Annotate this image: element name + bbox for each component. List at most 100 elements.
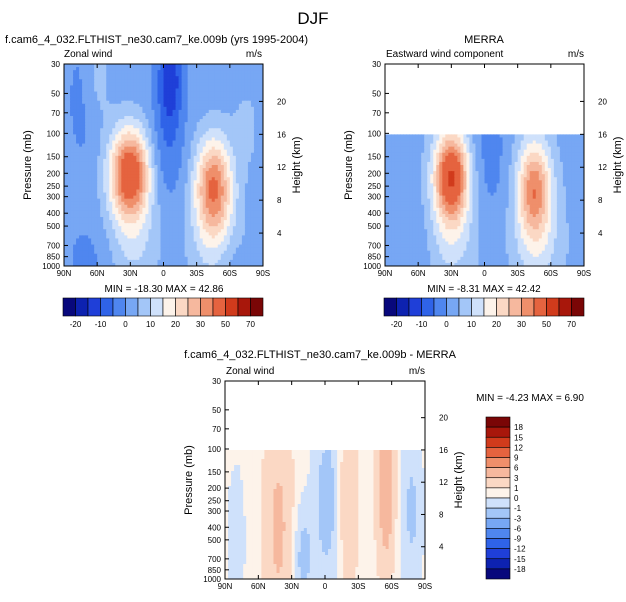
model-cell (208, 189, 213, 194)
model-cell (214, 67, 219, 71)
model-cell (232, 201, 237, 206)
model-cell (223, 168, 228, 172)
model-cell (220, 213, 225, 218)
model-cell (133, 70, 137, 74)
model-cell (106, 165, 110, 169)
model-cell (208, 158, 213, 163)
model-cell (241, 112, 246, 117)
model-cell (196, 189, 201, 194)
model-cell (91, 262, 95, 266)
model-cell (103, 116, 107, 120)
model-cell (160, 262, 165, 266)
model-cell (76, 180, 80, 184)
model-cell (103, 189, 107, 194)
model-cell (67, 116, 71, 120)
model-cell (106, 189, 110, 194)
model-cell (124, 161, 128, 166)
model-cell (169, 137, 174, 142)
model-cell (259, 94, 263, 99)
model-cell (169, 97, 174, 102)
model-cell (124, 232, 128, 236)
model-cell (109, 247, 113, 252)
model-cell (205, 158, 210, 163)
model-cell (70, 238, 74, 243)
model-cell (184, 180, 189, 184)
model-cell (145, 171, 150, 175)
model-cell (241, 82, 246, 87)
model-cell (250, 174, 255, 178)
model-cell (139, 119, 143, 123)
model-cell (199, 149, 204, 154)
model-cell (136, 152, 140, 157)
model-cell (160, 94, 165, 99)
model-cell (79, 91, 83, 96)
model-cell (112, 125, 116, 129)
obs-cell (448, 143, 452, 148)
obs-cell (424, 158, 428, 163)
model-cell (232, 241, 237, 246)
model-cell (196, 119, 201, 123)
model-cell (112, 213, 116, 218)
model-cell (232, 238, 237, 243)
model-cell (91, 174, 95, 178)
model-cell (202, 229, 207, 233)
model-cell (136, 223, 140, 227)
model-cell (118, 82, 122, 87)
model-cell (193, 106, 198, 111)
model-cell (130, 70, 134, 74)
obs-cell (388, 143, 392, 148)
model-cell (199, 207, 204, 212)
model-cell (115, 207, 119, 212)
model-cell (241, 259, 246, 264)
model-cell (256, 232, 261, 236)
model-cell (190, 204, 195, 209)
model-cell (145, 79, 150, 83)
model-cell (220, 134, 225, 139)
model-cell (139, 125, 143, 129)
model-cell (160, 250, 165, 255)
model-cell (157, 146, 162, 151)
model-cell (73, 207, 77, 212)
model-cell (244, 232, 249, 236)
model-cell (232, 189, 237, 194)
model-cell (199, 165, 204, 169)
model-cell (79, 244, 83, 249)
model-cell (247, 198, 252, 203)
model-cell (211, 79, 216, 83)
model-cell (85, 195, 89, 200)
model-cell (181, 64, 186, 68)
model-cell (103, 213, 107, 218)
model-cell (199, 70, 204, 74)
model-cell (133, 88, 137, 93)
model-cell (157, 100, 162, 105)
model-cell (88, 241, 92, 246)
model-cell (169, 152, 174, 157)
model-cell (157, 174, 162, 178)
model-cell (73, 174, 77, 178)
model-cell (172, 112, 177, 117)
model-cell (100, 106, 104, 111)
model-cell (79, 137, 83, 142)
model-cell (124, 165, 128, 169)
obs-cell (484, 140, 489, 145)
model-cell (118, 91, 122, 96)
model-cell (127, 106, 131, 111)
obs-cell (394, 143, 398, 148)
model-cell (85, 143, 89, 148)
obs-cell (412, 149, 416, 154)
model-cell (127, 247, 131, 252)
model-cell (130, 94, 134, 99)
model-x-tick-label: 0 (161, 269, 166, 278)
model-cell (76, 161, 80, 166)
model-cell (106, 238, 110, 243)
model-cell (85, 238, 89, 243)
model-cell (259, 180, 263, 184)
model-cell (172, 140, 177, 145)
obs-cell (472, 158, 477, 163)
model-cell (67, 168, 71, 172)
model-cell (91, 64, 95, 68)
model-cell (82, 158, 86, 163)
model-cell (226, 122, 231, 126)
model-cell (232, 195, 237, 200)
model-cell (100, 125, 104, 129)
